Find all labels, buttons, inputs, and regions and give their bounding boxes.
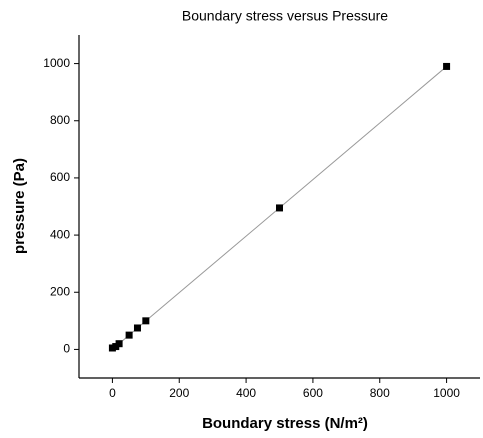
point	[115, 340, 123, 348]
y-tick-label: 800	[50, 113, 70, 127]
x-tick-label: 600	[303, 386, 323, 400]
x-tick-label: 1000	[433, 386, 460, 400]
point	[276, 204, 283, 212]
y-tick-label: 1000	[43, 56, 70, 70]
y-axis-label: pressure (Pa)	[11, 158, 28, 254]
y-tick-label: 400	[50, 227, 70, 241]
y-tick-label: 200	[50, 284, 70, 298]
chart-title: Boundary stress versus Pressure	[182, 8, 388, 24]
point	[443, 62, 451, 70]
x-tick-label: 0	[109, 386, 116, 400]
x-tick-label: 200	[169, 386, 189, 400]
point	[125, 331, 133, 339]
point	[133, 324, 141, 332]
point	[142, 317, 150, 325]
x-tick-label: 400	[236, 386, 256, 400]
y-tick-label: 600	[50, 170, 70, 184]
y-tick-label: 0	[63, 342, 70, 356]
x-tick-label: 800	[370, 386, 390, 400]
x-axis-label: Boundary stress (N/m²)	[202, 415, 368, 432]
